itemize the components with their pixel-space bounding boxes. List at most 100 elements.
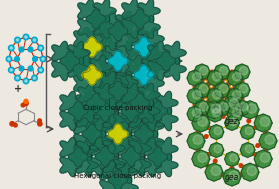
Circle shape [203, 103, 207, 107]
Polygon shape [76, 137, 98, 160]
Polygon shape [82, 124, 102, 144]
Polygon shape [254, 114, 272, 132]
Polygon shape [122, 16, 144, 39]
Polygon shape [108, 21, 128, 41]
Circle shape [210, 106, 214, 110]
Polygon shape [100, 114, 122, 137]
Circle shape [207, 73, 210, 77]
Circle shape [6, 56, 12, 62]
Circle shape [15, 75, 20, 81]
Polygon shape [116, 71, 138, 94]
Polygon shape [209, 125, 224, 139]
Polygon shape [219, 84, 228, 93]
Circle shape [197, 82, 200, 86]
Circle shape [213, 159, 217, 163]
Circle shape [237, 100, 240, 104]
Polygon shape [187, 132, 205, 150]
Polygon shape [108, 170, 128, 189]
Polygon shape [94, 0, 116, 22]
Circle shape [210, 70, 214, 74]
Circle shape [40, 56, 46, 62]
Polygon shape [126, 114, 148, 137]
Circle shape [203, 76, 207, 80]
Circle shape [237, 82, 240, 86]
Circle shape [210, 97, 214, 101]
Circle shape [227, 91, 230, 95]
Polygon shape [211, 166, 221, 176]
Circle shape [206, 115, 209, 118]
Polygon shape [219, 66, 228, 75]
Polygon shape [138, 100, 160, 123]
Polygon shape [116, 41, 138, 64]
Polygon shape [142, 55, 164, 78]
Polygon shape [234, 64, 250, 80]
Polygon shape [205, 101, 223, 119]
Circle shape [24, 99, 28, 103]
Polygon shape [126, 55, 148, 78]
Polygon shape [60, 108, 82, 131]
Circle shape [197, 130, 200, 134]
Polygon shape [86, 9, 106, 29]
Polygon shape [78, 100, 100, 123]
Polygon shape [214, 127, 222, 135]
Text: Hexagonal close packing: Hexagonal close packing [74, 173, 162, 179]
Polygon shape [142, 114, 164, 137]
Polygon shape [100, 28, 122, 51]
Circle shape [42, 58, 44, 60]
Polygon shape [60, 137, 82, 160]
Circle shape [233, 85, 237, 89]
Circle shape [227, 109, 230, 113]
Polygon shape [239, 102, 248, 111]
Circle shape [255, 115, 258, 118]
Polygon shape [240, 125, 255, 139]
Circle shape [221, 173, 225, 176]
Polygon shape [90, 27, 112, 50]
Polygon shape [68, 58, 90, 81]
Circle shape [221, 106, 225, 109]
Circle shape [193, 103, 197, 107]
Circle shape [19, 66, 24, 71]
Polygon shape [156, 137, 178, 160]
Circle shape [254, 126, 257, 129]
Circle shape [8, 67, 14, 73]
Polygon shape [207, 70, 223, 86]
Circle shape [237, 91, 240, 95]
Polygon shape [122, 83, 144, 106]
Polygon shape [156, 51, 176, 71]
Polygon shape [68, 101, 88, 121]
Circle shape [200, 97, 204, 101]
Polygon shape [148, 147, 168, 167]
Circle shape [207, 91, 210, 95]
Circle shape [205, 135, 208, 138]
Polygon shape [225, 152, 239, 166]
Circle shape [40, 69, 42, 71]
Circle shape [32, 75, 37, 81]
Polygon shape [232, 90, 241, 99]
Polygon shape [74, 114, 96, 137]
Polygon shape [78, 83, 100, 106]
Polygon shape [100, 41, 122, 64]
Circle shape [264, 148, 267, 152]
Polygon shape [192, 108, 201, 117]
Polygon shape [227, 106, 243, 122]
Circle shape [213, 85, 217, 89]
Polygon shape [129, 92, 151, 115]
Circle shape [14, 123, 17, 127]
Circle shape [227, 100, 230, 104]
Polygon shape [78, 0, 100, 22]
Circle shape [10, 47, 13, 49]
Polygon shape [116, 85, 138, 108]
Polygon shape [116, 177, 138, 189]
Polygon shape [260, 117, 270, 127]
Circle shape [223, 85, 227, 89]
Polygon shape [164, 41, 186, 64]
Circle shape [38, 122, 42, 126]
Circle shape [24, 101, 28, 106]
Polygon shape [192, 90, 201, 99]
Polygon shape [199, 102, 208, 111]
Text: +: + [14, 84, 22, 94]
Polygon shape [239, 66, 248, 75]
Polygon shape [138, 16, 160, 39]
Polygon shape [100, 160, 122, 183]
Circle shape [217, 73, 220, 77]
